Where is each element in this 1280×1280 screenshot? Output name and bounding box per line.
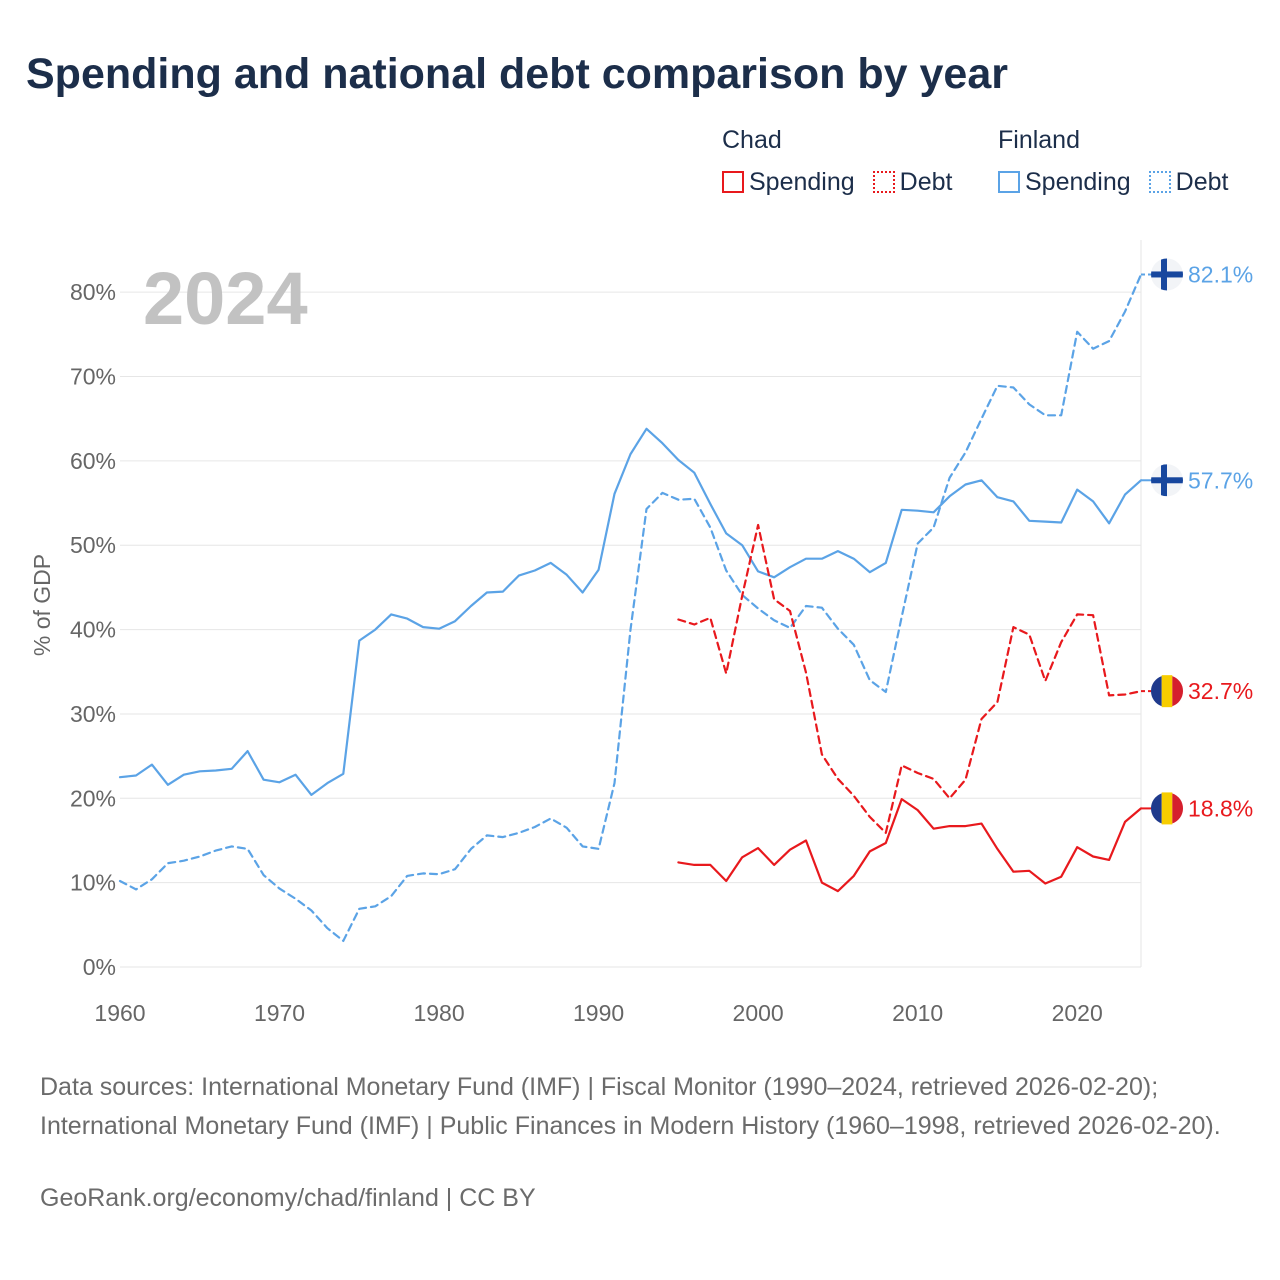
chad-flag-icon [1150, 792, 1184, 825]
x-tick-label: 1980 [413, 1000, 464, 1026]
x-tick-label: 2020 [1052, 1000, 1103, 1026]
legend-swatch-solid [722, 171, 744, 193]
chad-spending-line[interactable] [677, 798, 1143, 893]
data-source-note: Data sources: International Monetary Fun… [40, 1073, 1221, 1140]
legend-group-chad: Chad Spending Debt [722, 124, 952, 198]
legend-item-chad-debt[interactable]: Debt [872, 166, 953, 198]
legend-label-debt: Debt [899, 167, 953, 196]
chad-spending-end-label: 18.8% [1188, 795, 1253, 821]
y-axis-title: % of GDP [29, 554, 55, 656]
legend-country-chad: Chad [722, 126, 782, 154]
y-tick-label: 30% [70, 701, 116, 727]
legend-label-spending: Spending [1025, 167, 1131, 196]
y-tick-label: 70% [70, 364, 116, 390]
y-tick-label: 80% [70, 279, 116, 305]
finland-spending-end-label: 57.7% [1188, 467, 1253, 493]
x-tick-label: 1970 [254, 1000, 305, 1026]
legend-swatch-solid [998, 171, 1020, 193]
legend-swatch-dotted [872, 171, 895, 193]
y-tick-label: 50% [70, 532, 116, 558]
legend-group-finland: Finland Spending Debt [998, 124, 1228, 198]
legend-label-spending: Spending [749, 167, 855, 196]
legend-country-finland: Finland [998, 126, 1080, 154]
legend-item-finland-spending[interactable]: Spending [998, 166, 1131, 198]
grid-layer: 0% 10% 20% 30% 40% 50% 60% 70% 80% 1960 1970 1980 19… [70, 240, 1142, 1026]
x-tick-label: 2000 [733, 1000, 784, 1026]
finland-debt-line[interactable] [118, 273, 1143, 942]
finland-flag-icon [1151, 258, 1183, 291]
y-tick-label: 40% [70, 617, 116, 643]
y-tick-label: 60% [70, 448, 116, 474]
credit-link[interactable]: GeoRank.org/economy/chad/finland | CC BY [40, 1184, 536, 1212]
end-marker-layer: 57.7% 82.1% 18.8% 32.7% [1141, 258, 1253, 825]
x-tick-label: 2010 [892, 1000, 943, 1026]
year-label: 2024 [143, 257, 308, 340]
finland-debt-end-label: 82.1% [1188, 261, 1253, 287]
y-tick-label: 10% [70, 870, 116, 896]
legend-item-chad-spending[interactable]: Spending [722, 166, 855, 198]
finland-flag-icon [1151, 464, 1183, 497]
series-layer [118, 273, 1143, 942]
x-tick-label: 1990 [573, 1000, 624, 1026]
finland-spending-line[interactable] [118, 427, 1143, 796]
x-tick-label: 1960 [94, 1000, 145, 1026]
chart-title: Spending and national debt comparison by… [26, 50, 1008, 98]
chad-flag-icon [1150, 675, 1184, 708]
legend-swatch-dotted [1148, 171, 1171, 193]
chad-debt-end-label: 32.7% [1188, 678, 1253, 704]
legend-label-debt: Debt [1175, 167, 1229, 196]
line-chart: 0% 10% 20% 30% 40% 50% 60% 70% 80% 1960 1970 1980 19… [29, 240, 1253, 1026]
chad-debt-line[interactable] [677, 523, 1143, 834]
y-tick-label: 0% [83, 954, 116, 980]
legend-item-finland-debt[interactable]: Debt [1148, 166, 1229, 198]
y-tick-label: 20% [70, 785, 116, 811]
